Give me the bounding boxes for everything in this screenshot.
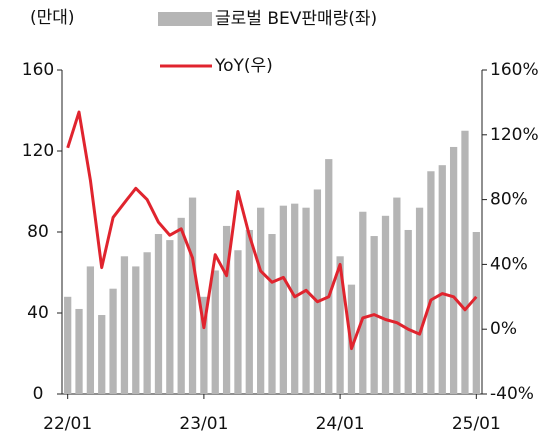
bar [291, 203, 299, 394]
bar [472, 232, 480, 394]
bar [109, 288, 117, 394]
y2-tick-label: 80% [490, 190, 528, 210]
y-tick-label: 160 [22, 60, 54, 80]
y-tick-label: 80 [27, 222, 49, 242]
bar [438, 165, 446, 394]
y2-tick-label: 0% [490, 319, 517, 339]
bar [359, 211, 367, 394]
bar [381, 215, 390, 394]
legend-label: YoY(우) [214, 56, 273, 76]
y2-tick-label: 40% [490, 254, 528, 274]
bar [188, 197, 197, 394]
bar [64, 296, 72, 394]
bar [393, 197, 401, 394]
bar [245, 229, 253, 394]
bar [120, 256, 129, 394]
x-tick-label: 23/01 [179, 414, 228, 434]
y2-tick-label: -40% [490, 384, 534, 404]
legend-swatch [158, 12, 212, 26]
bar [449, 146, 458, 394]
bar [461, 130, 469, 394]
bar [268, 234, 276, 394]
bar [86, 266, 95, 394]
bar [336, 256, 344, 394]
y-tick-label: 40 [27, 303, 49, 323]
bar [427, 171, 435, 394]
bar [415, 207, 424, 394]
line [66, 110, 478, 351]
bar [222, 225, 231, 394]
y2-tick-label: 120% [490, 125, 539, 145]
bar [234, 250, 242, 394]
bar [313, 189, 322, 394]
bar [302, 207, 310, 394]
x-tick-label: 22/01 [43, 414, 92, 434]
x-tick-label: 24/01 [316, 414, 365, 434]
bar [200, 296, 208, 394]
bar [75, 308, 83, 394]
bar [211, 270, 219, 394]
y-tick-label: 0 [33, 384, 44, 404]
bar [279, 205, 287, 394]
y2-tick-label: 160% [490, 60, 539, 80]
bar [98, 315, 106, 394]
bar [404, 229, 412, 394]
bar [325, 159, 333, 394]
bar [154, 234, 163, 394]
bar [257, 207, 265, 394]
bar [166, 240, 174, 394]
bar [143, 252, 151, 394]
bar [132, 266, 140, 394]
legend-label: 글로벌 BEV판매량(좌) [215, 9, 377, 29]
unit-label: (만대) [30, 8, 75, 28]
x-tick-label: 25/01 [452, 414, 501, 434]
y-tick-label: 120 [22, 141, 54, 161]
bar [177, 217, 185, 394]
